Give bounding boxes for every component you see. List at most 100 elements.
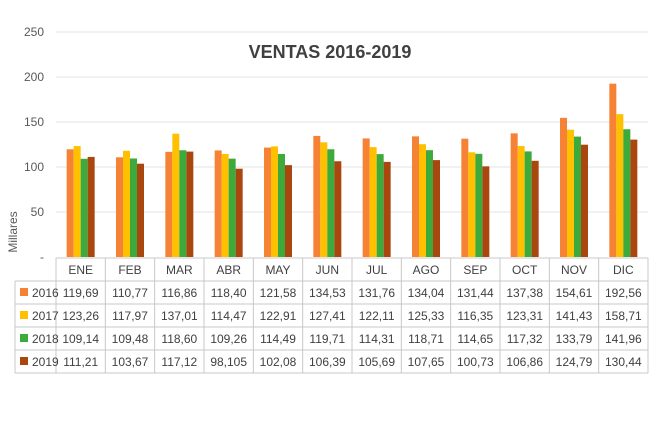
bar-2019-feb [137, 163, 144, 257]
bar-2016-ene [66, 149, 74, 257]
bars [66, 83, 638, 257]
bar-2017-dic [616, 114, 624, 257]
data-label: 109,26 [210, 332, 247, 346]
bar-2018-sep [475, 153, 483, 257]
y-tick-label: 250 [24, 25, 44, 39]
data-label: 100,73 [457, 355, 494, 369]
legend-label-2016: 2016 [32, 286, 59, 300]
data-label: 158,71 [605, 309, 642, 323]
category-label: AGO [413, 263, 440, 277]
bar-2017-sep [468, 152, 476, 257]
data-table: ENE FEB MAR ABR MAY JUN JUL AGO SEP OCT NOV DIC 2016… [14, 257, 649, 374]
legend-label-2018: 2018 [32, 332, 59, 346]
y-axis-ticks: - 50 100 150 200 250 [24, 25, 44, 264]
legend-swatch-2017 [20, 311, 28, 319]
bar-2018-ene [80, 158, 88, 257]
data-label: 133,79 [556, 332, 593, 346]
category-label: OCT [512, 263, 538, 277]
bar-2018-oct [524, 151, 532, 257]
bar-2019-jun [334, 161, 342, 257]
y-tick-label: 150 [24, 115, 44, 129]
gridlines [56, 31, 648, 213]
data-label: 119,71 [309, 332, 345, 346]
data-label: 137,38 [506, 286, 543, 300]
data-label: 131,76 [358, 286, 395, 300]
bar-2018-ago [426, 150, 433, 257]
data-label: 122,11 [359, 309, 395, 323]
category-label: JUL [366, 263, 388, 277]
chart-title: VENTAS 2016-2019 [249, 42, 412, 62]
bar-2016-sep [461, 138, 469, 257]
category-label: FEB [118, 263, 141, 277]
y-tick-label: 200 [24, 70, 44, 84]
data-label: 117,32 [507, 332, 543, 346]
bar-2019-nov [581, 144, 588, 257]
data-label: 114,47 [211, 309, 247, 323]
legend-label-2019: 2019 [32, 355, 59, 369]
data-label: 134,53 [309, 286, 346, 300]
data-label: 119,69 [63, 286, 99, 300]
bar-2019-dic [630, 139, 638, 257]
category-label: MAR [166, 263, 193, 277]
category-label: SEP [463, 263, 487, 277]
legend-label-2017: 2017 [32, 309, 59, 323]
bar-2019-sep [482, 166, 490, 257]
data-label: 116,35 [457, 309, 493, 323]
data-label: 141,43 [556, 309, 593, 323]
category-label: NOV [561, 263, 587, 277]
bar-2018-nov [574, 136, 581, 257]
bar-2017-mar [172, 133, 180, 257]
data-label: 107,65 [408, 355, 445, 369]
data-label: 192,56 [605, 286, 642, 300]
bar-2016-jun [313, 135, 321, 257]
data-label: 127,41 [309, 309, 346, 323]
data-label: 103,67 [112, 355, 149, 369]
category-label: DIC [613, 263, 634, 277]
data-label: 114,65 [457, 332, 493, 346]
data-label: 117,12 [161, 355, 197, 369]
data-label: 121,58 [260, 286, 297, 300]
bar-2017-abr [221, 153, 229, 257]
bar-2018-jul [376, 154, 384, 257]
bar-2016-dic [609, 83, 617, 257]
y-tick-label: 50 [31, 205, 45, 219]
bar-2016-feb [116, 157, 123, 257]
category-label: ENE [68, 263, 93, 277]
data-label: 109,14 [62, 332, 99, 346]
bar-2017-ago [419, 144, 426, 257]
legend-swatch-2019 [20, 357, 28, 365]
y-axis-label: Millares [6, 211, 20, 252]
data-label: 111,21 [63, 355, 98, 369]
category-label: JUN [316, 263, 339, 277]
bar-2016-jul [362, 138, 370, 257]
bar-2019-ene [87, 156, 95, 257]
bar-2019-oct [531, 160, 539, 257]
data-label: 118,60 [161, 332, 197, 346]
data-label: 110,77 [112, 286, 148, 300]
data-label: 106,39 [309, 355, 346, 369]
data-label: 98,105 [210, 355, 247, 369]
legend-swatch-2016 [20, 288, 28, 296]
data-label: 105,69 [358, 355, 395, 369]
bar-2018-mar [179, 150, 187, 257]
bar-2018-dic [623, 129, 631, 257]
data-label: 154,61 [556, 286, 593, 300]
bar-2016-abr [214, 150, 222, 257]
bar-2019-may [285, 165, 292, 257]
data-label: 117,97 [112, 309, 148, 323]
bar-2018-feb [130, 158, 137, 257]
data-label: 123,31 [506, 309, 543, 323]
data-label: 109,48 [112, 332, 149, 346]
bar-2018-abr [228, 158, 236, 257]
data-label: 118,40 [211, 286, 247, 300]
data-label: 118,71 [408, 332, 444, 346]
data-label: 102,08 [260, 355, 297, 369]
y-tick-label: 100 [24, 160, 44, 174]
bar-2017-nov [567, 129, 574, 257]
bar-2018-may [278, 153, 285, 257]
data-label: 137,01 [161, 309, 198, 323]
bar-2018-jun [327, 149, 335, 257]
legend-swatch-2018 [20, 334, 28, 342]
bar-2016-may [264, 147, 271, 257]
